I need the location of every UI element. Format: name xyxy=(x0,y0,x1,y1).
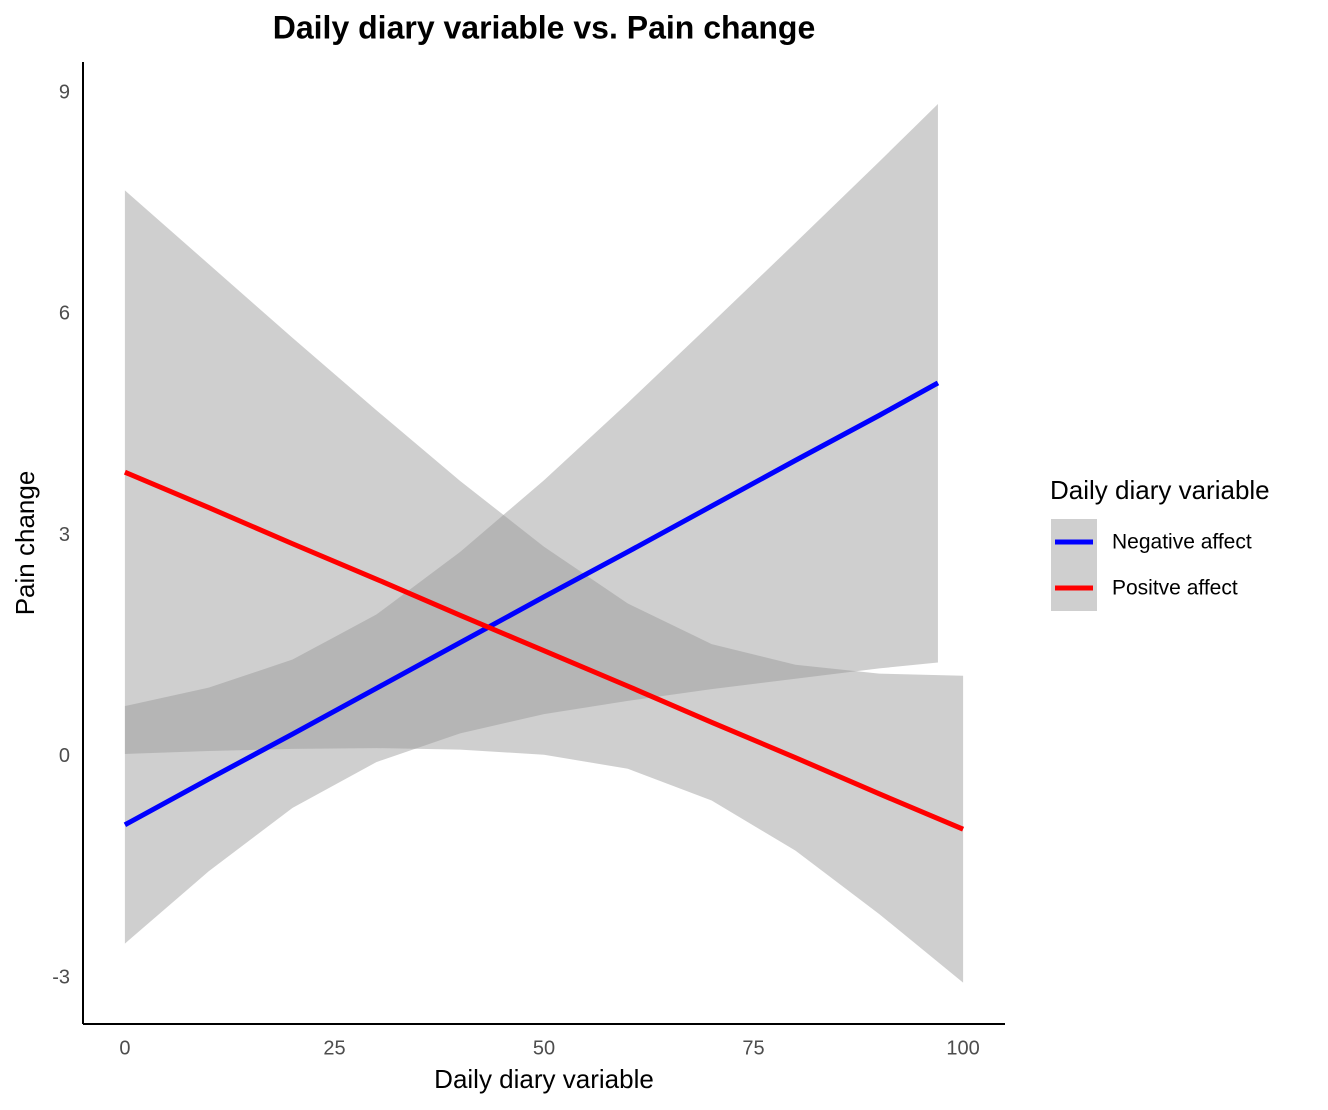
x-axis-title: Daily diary variable xyxy=(434,1064,654,1094)
legend-label: Negative affect xyxy=(1112,531,1252,554)
y-tick-label: 9 xyxy=(59,81,70,103)
confidence-ribbon xyxy=(124,104,938,944)
fit-line xyxy=(123,380,940,828)
y-tick-label: 6 xyxy=(59,303,70,325)
y-axis-title: Pain change xyxy=(10,471,40,616)
y-tick-label: 0 xyxy=(59,745,70,767)
y-tick-label: -3 xyxy=(52,967,70,989)
x-tick-label: 0 xyxy=(119,1037,130,1059)
legend: Daily diary variable Negative affect Posi… xyxy=(1050,475,1270,611)
x-tick-label: 100 xyxy=(946,1037,979,1059)
legend-label: Positve affect xyxy=(1112,577,1238,600)
plot-area xyxy=(123,104,965,983)
legend-title: Daily diary variable xyxy=(1050,475,1270,505)
fit-line xyxy=(123,469,965,832)
y-tick-label: 3 xyxy=(59,524,70,546)
confidence-ribbon xyxy=(124,190,964,983)
chart-title: Daily diary variable vs. Pain change xyxy=(273,9,815,45)
x-tick-label: 50 xyxy=(533,1037,555,1059)
x-tick-label: 25 xyxy=(323,1037,345,1059)
x-tick-label: 75 xyxy=(742,1037,764,1059)
